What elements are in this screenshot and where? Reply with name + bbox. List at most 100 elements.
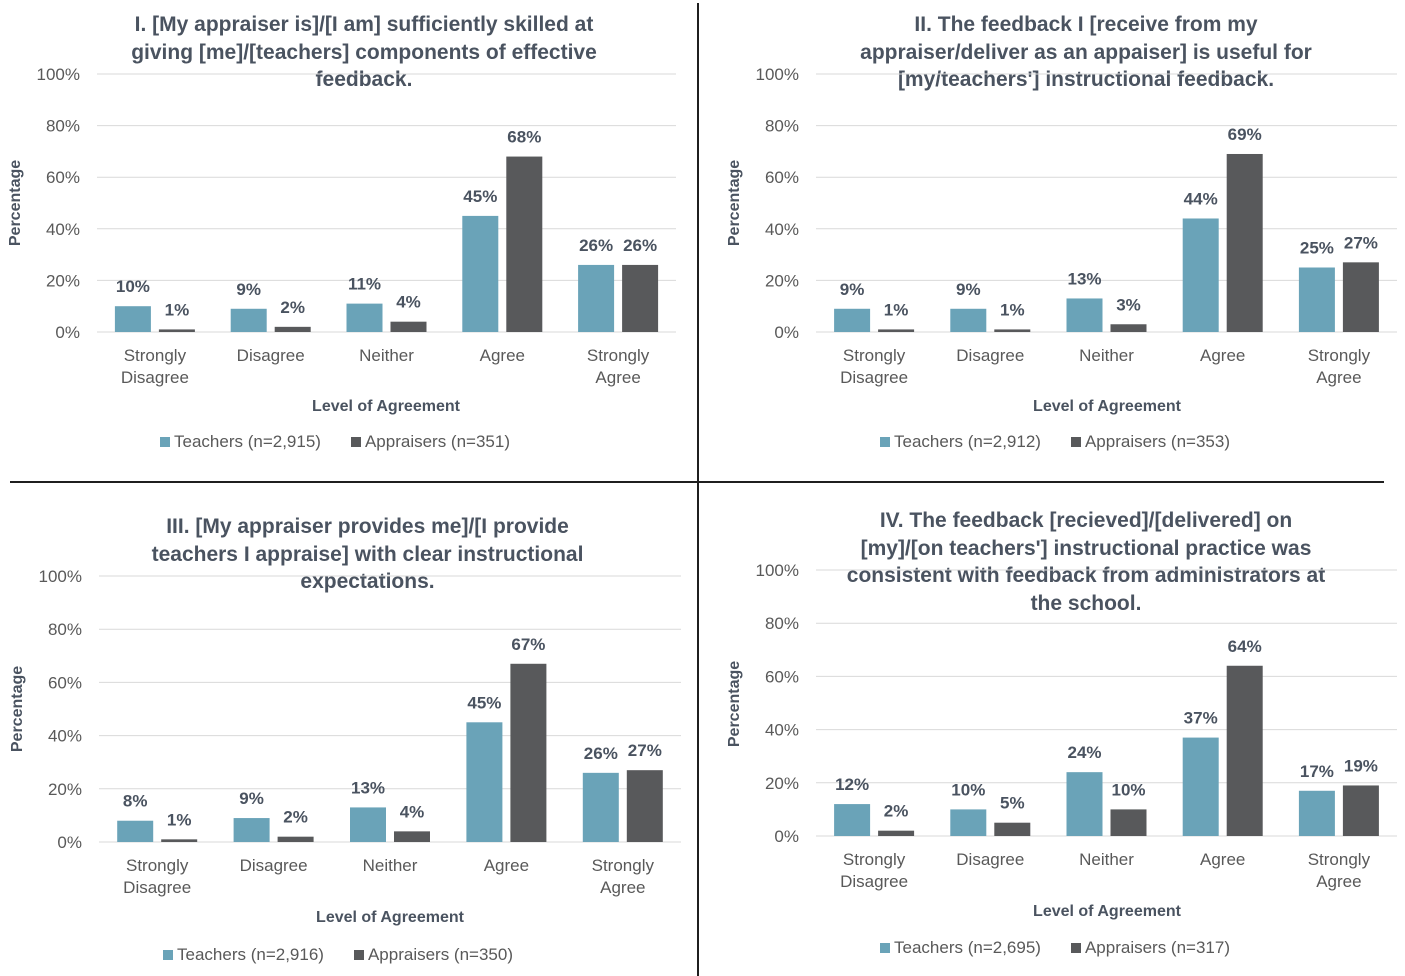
appraisers-bar [994,822,1031,836]
data-label: 9% [239,789,264,808]
data-label: 19% [1344,756,1378,775]
y-tick-label: 100% [756,561,799,580]
chart-title-line: [my]/[on teachers'] instructional practi… [860,536,1312,560]
x-category-label: Agree [480,346,525,365]
teachers-bar [582,772,619,842]
x-category-label: Neither [1079,850,1134,869]
appraisers-bar [274,326,311,332]
teachers-bar [950,809,987,836]
y-tick-label: 20% [765,774,799,793]
x-category-label: Strongly [843,346,906,365]
y-tick-label: 80% [765,614,799,633]
data-label: 10% [1111,780,1145,799]
x-category-label: Strongly [124,346,187,365]
legend-label: Teachers (n=2,916) [177,945,324,964]
data-label: 26% [584,744,618,763]
x-category-label: Neither [1079,346,1134,365]
chart-title-line: I. [My appraiser is]/[I am] sufficiently… [134,13,594,36]
x-category-label: Agree [595,368,640,387]
data-label: 1% [165,300,190,319]
legend-item-teachers: Teachers (n=2,695) [880,938,1041,958]
data-label: 10% [951,780,985,799]
y-tick-label: 60% [46,168,80,187]
x-category-label: Disagree [121,368,189,387]
y-tick-label: 60% [765,667,799,686]
teachers-bar [114,306,151,332]
x-category-label: Strongly [592,856,655,875]
teachers-bar [1066,298,1103,332]
horizontal-divider-right [698,481,1384,483]
x-category-label: Disagree [240,856,308,875]
teachers-bar [1298,267,1335,332]
data-label: 9% [236,280,261,299]
x-category-label: Disagree [956,346,1024,365]
teachers-swatch [880,437,890,447]
y-axis-label: Percentage [726,160,743,246]
x-category-label: Disagree [840,368,908,387]
legend-label: Teachers (n=2,915) [174,432,321,451]
teachers-bar [350,807,386,842]
y-tick-label: 0% [774,323,799,342]
legend-label: Appraisers (n=351) [364,432,511,451]
data-label: 12% [835,775,869,794]
legend-item-appraisers: Appraisers (n=351) [350,432,511,452]
x-category-label: Disagree [956,850,1024,869]
data-label: 68% [507,128,541,147]
x-axis-label: Level of Agreement [316,909,465,926]
appraisers-bar [626,770,663,842]
y-tick-label: 20% [46,271,80,290]
data-label: 69% [1228,125,1262,144]
bar-chart: 0% 20% 40% 60% 80% 100% Percentage 10% 1% Strongl… [7,65,676,415]
appraisers-bar [1110,809,1147,836]
data-label: 37% [1184,709,1218,728]
data-label: 4% [400,802,425,821]
chart-title-line: III. [My appraiser provides me]/[I provi… [166,515,569,538]
data-label: 4% [396,293,421,312]
y-tick-label: 0% [57,833,82,852]
data-label: 25% [1300,239,1334,258]
teachers-bar [1182,218,1219,332]
legend: Teachers (n=2,915) Appraisers (n=351) [160,432,510,452]
teachers-bar [117,820,154,842]
data-label: 64% [1228,637,1262,656]
x-axis-label: Level of Agreement [1033,398,1182,415]
teachers-bar [834,804,871,836]
data-label: 24% [1067,743,1101,762]
x-category-label: Agree [1200,346,1245,365]
teachers-bar [346,303,383,332]
data-label: 2% [283,808,308,827]
y-axis-label: Percentage [9,666,26,752]
appraisers-bar [394,831,430,842]
y-tick-label: 60% [48,673,82,692]
y-tick-label: 40% [765,721,799,740]
legend: Teachers (n=2,912) Appraisers (n=353) [880,432,1230,452]
data-label: 2% [280,298,305,317]
legend-item-teachers: Teachers (n=2,915) [160,432,321,452]
legend-label: Teachers (n=2,912) [894,432,1041,451]
teachers-swatch [163,950,173,960]
chart-panel-4: IV. The feedback [recieved]/[delivered] … [699,483,1405,976]
y-tick-label: 0% [55,323,80,342]
y-tick-label: 80% [765,117,799,136]
x-category-label: Strongly [1308,346,1371,365]
x-category-label: Strongly [1308,850,1371,869]
y-tick-label: 80% [46,117,80,136]
data-label: 8% [123,792,148,811]
x-category-label: Strongly [587,346,650,365]
chart-title: III. [My appraiser provides me]/[I provi… [0,513,735,596]
appraisers-bar [1110,324,1147,332]
x-category-label: Agree [1200,850,1245,869]
chart-panel-2: II. The feedback I [receive from my appr… [699,0,1405,481]
y-tick-label: 100% [39,567,82,586]
legend-item-teachers: Teachers (n=2,912) [880,432,1041,452]
x-category-label: Strongly [126,856,189,875]
appraisers-bar [1226,665,1263,836]
data-label: 11% [348,275,381,294]
x-category-label: Strongly [843,850,906,869]
appraisers-bar [878,329,915,332]
data-label: 13% [1067,269,1101,288]
teachers-bar [950,308,987,332]
data-label: 26% [623,236,657,255]
x-axis-label: Level of Agreement [1033,903,1182,920]
y-tick-label: 100% [37,65,80,84]
